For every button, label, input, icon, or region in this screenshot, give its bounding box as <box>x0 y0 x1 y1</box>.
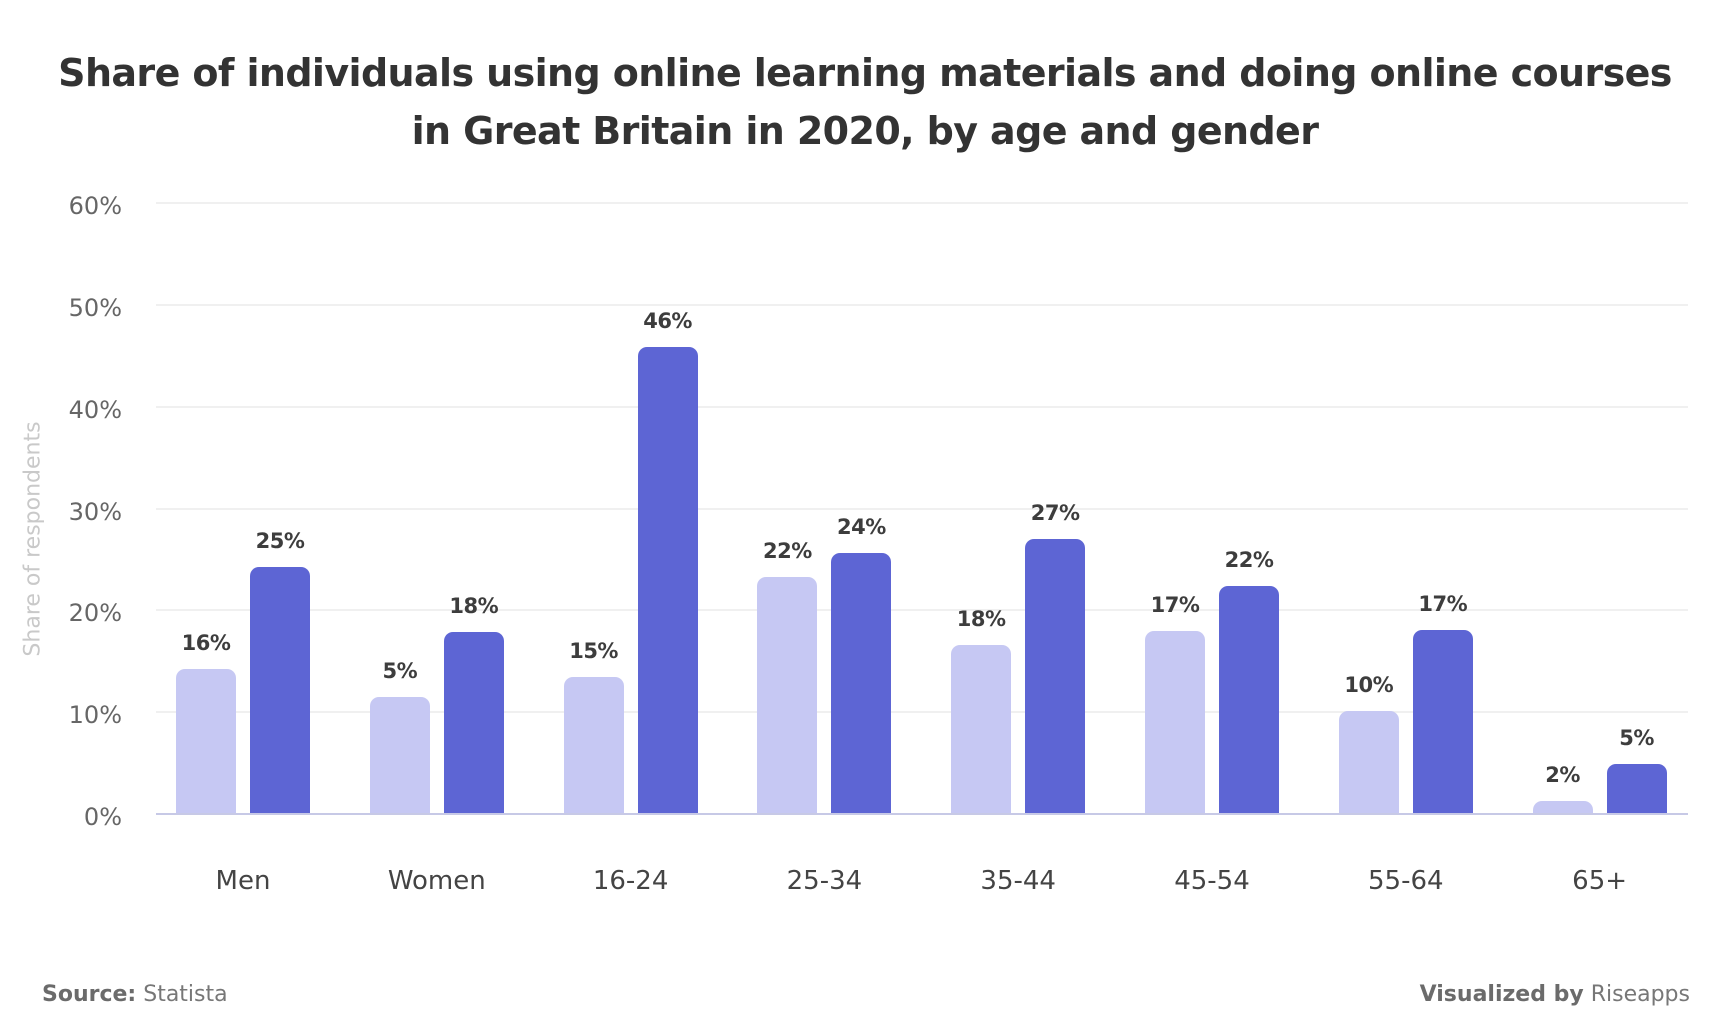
chart-title: Share of individuals using online learni… <box>58 51 1672 153</box>
source-label: Source: <box>42 982 137 1007</box>
y-tick-label: 30% <box>68 497 122 526</box>
bar-55-64-series-1[interactable] <box>1338 711 1399 814</box>
bar-value-label: 22% <box>1224 547 1274 572</box>
credit-note: Visualized by Riseapps <box>1420 982 1690 1007</box>
bar-value-label: 17% <box>1150 592 1200 617</box>
x-tick-label: 16-24 <box>592 866 669 896</box>
x-tick-label: Women <box>387 866 486 896</box>
bar-65--series-1[interactable] <box>1532 800 1593 814</box>
gridline <box>156 202 1688 204</box>
x-tick-label: 25-34 <box>786 866 863 896</box>
credit-label: Visualized by <box>1419 982 1584 1007</box>
bar-value-label: 25% <box>255 528 305 553</box>
bar-value-label: 2% <box>1545 762 1580 787</box>
bar-25-34-series-1[interactable] <box>757 576 818 814</box>
bar-45-54-series-1[interactable] <box>1145 630 1205 814</box>
x-axis-line <box>156 813 1688 815</box>
bar-value-label: 15% <box>569 638 618 663</box>
bar-men-series-2[interactable] <box>250 566 310 814</box>
bar-women-series-2[interactable] <box>443 631 504 814</box>
gridline <box>156 609 1688 612</box>
credit-value: Riseapps <box>1590 982 1690 1007</box>
y-tick-label: 20% <box>68 599 122 628</box>
bar-16-24-series-1[interactable] <box>563 676 624 814</box>
x-tick-label: 35-44 <box>980 866 1056 896</box>
bar-men-series-1[interactable] <box>176 669 236 814</box>
bar-35-44-series-2[interactable] <box>1025 539 1086 814</box>
bar-value-label: 27% <box>1030 501 1080 526</box>
bar-value-label: 24% <box>837 515 886 540</box>
y-tick-label: 60% <box>68 192 122 220</box>
x-tick-label: 45-54 <box>1174 866 1250 896</box>
source-note: Source: Statista <box>42 982 228 1007</box>
x-tick-label: 55-64 <box>1368 866 1444 896</box>
bar-55-64-series-2[interactable] <box>1412 629 1473 814</box>
bar-women-series-1[interactable] <box>369 696 430 814</box>
gridline <box>156 405 1688 408</box>
bar-value-label: 18% <box>956 606 1006 631</box>
bar-16-24-series-2[interactable] <box>637 346 698 814</box>
y-tick-label: 50% <box>68 293 122 322</box>
gridline <box>156 303 1688 306</box>
x-tick-label: Men <box>215 866 271 896</box>
bar-value-label: 10% <box>1344 673 1394 698</box>
bar-25-34-series-2[interactable] <box>831 553 892 814</box>
bar-value-label: 17% <box>1418 591 1468 616</box>
bar-value-label: 16% <box>181 631 231 656</box>
bar-45-54-series-2[interactable] <box>1219 585 1279 814</box>
bar-value-label: 18% <box>449 593 499 618</box>
bar-65--series-2[interactable] <box>1606 764 1667 814</box>
gridline <box>156 711 1688 714</box>
x-tick-label: 65+ <box>1572 866 1628 896</box>
gridline <box>156 507 1688 510</box>
bar-value-label: 46% <box>643 308 692 333</box>
bar-value-label: 22% <box>763 538 812 563</box>
y-tick-label: 40% <box>68 395 122 424</box>
bar-value-label: 5% <box>382 658 418 683</box>
bar-value-label: 5% <box>1619 726 1654 751</box>
source-value: Statista <box>143 982 228 1007</box>
bar-35-44-series-1[interactable] <box>951 644 1012 814</box>
y-tick-label: 10% <box>68 701 122 730</box>
y-tick-label: 0% <box>83 803 122 831</box>
